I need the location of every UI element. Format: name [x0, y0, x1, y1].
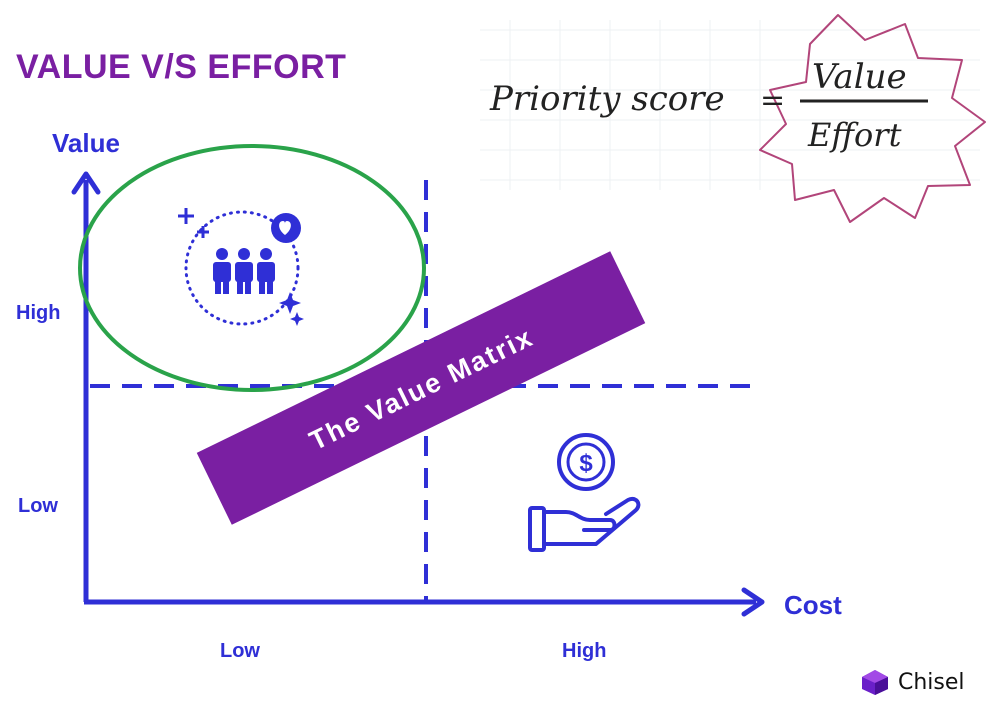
formula-grid-background — [480, 20, 980, 190]
y-axis-title: Value — [52, 128, 120, 158]
high-value-highlight-ellipse — [78, 144, 426, 392]
formula-equals: = — [760, 83, 785, 118]
priority-formula: Priority score = Value Effort — [489, 57, 928, 154]
brand-watermark: Chisel — [860, 668, 965, 696]
x-tick-high: High — [562, 640, 607, 662]
hand-coin-icon: $ — [528, 433, 641, 552]
x-axis-arrowhead — [741, 587, 765, 617]
people-heart-icon — [178, 208, 304, 326]
svg-text:$: $ — [579, 450, 593, 477]
formula-numerator: Value — [812, 57, 907, 97]
formula-denominator: Effort — [807, 116, 902, 154]
y-tick-high: High — [16, 302, 61, 324]
y-axis-arrowhead — [71, 171, 101, 195]
slide-title: VALUE V/S EFFORT — [16, 48, 347, 86]
formula-lhs: Priority score — [489, 79, 725, 119]
y-tick-low: Low — [18, 495, 58, 517]
formula-burst-outline — [759, 14, 986, 223]
x-tick-low: Low — [220, 640, 260, 662]
x-axis-title: Cost — [784, 590, 842, 620]
brand-name: Chisel — [898, 669, 965, 695]
chisel-logo-icon — [862, 670, 888, 695]
